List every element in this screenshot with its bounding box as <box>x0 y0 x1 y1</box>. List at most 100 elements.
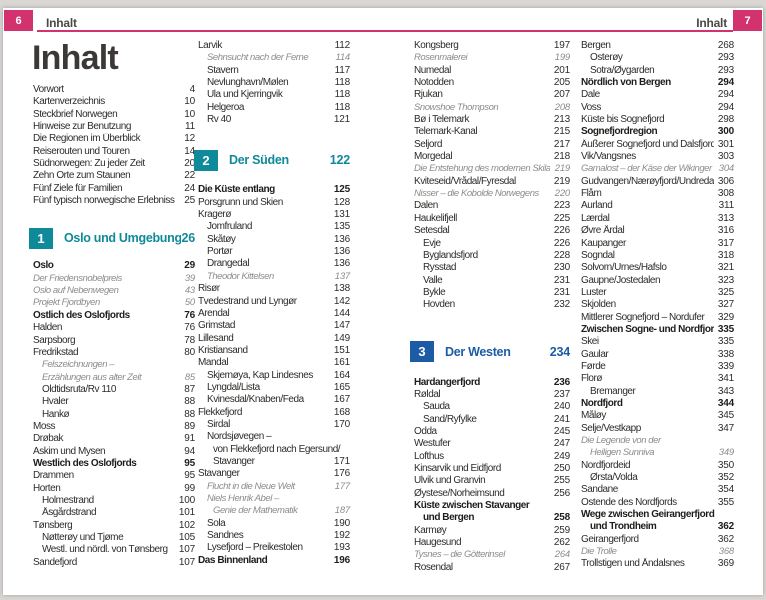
toc-entry-page: 149 <box>333 332 350 344</box>
toc-entry-title: Die Entstehung des modernen Skilaufs <box>414 163 550 175</box>
toc-entry: Byglandsfjord 228 <box>414 250 570 262</box>
toc-entry: Genie der Mathematik 187 <box>198 505 350 517</box>
toc-entry-title: Trollstigen und Åndalsnes <box>581 558 685 570</box>
toc-entry: Die Regionen im Überblick 12 <box>33 133 195 145</box>
toc-entry-title: Sauda <box>423 401 450 413</box>
toc-entry: Tvedestrand und Lyngør 142 <box>198 296 350 308</box>
toc-entry-title: Ulvik und Granvin <box>414 475 486 487</box>
toc-entry: Setesdal 226 <box>414 225 570 237</box>
toc-entry: Seljord 217 <box>414 139 570 151</box>
section-title: Der Westen <box>445 344 511 359</box>
toc-entry: Notodden 205 <box>414 77 570 89</box>
toc-entry-page: 249 <box>553 450 570 462</box>
toc-entry-page: 187 <box>334 505 350 517</box>
toc-entry: Florø 341 <box>581 373 734 385</box>
toc-entry-title: Seljord <box>414 138 442 150</box>
toc-entry-page: 107 <box>178 544 195 556</box>
toc-entry: Zwischen Sogne- und Nordfjord 335 <box>581 324 734 336</box>
toc-entry-page: 362 <box>717 521 734 533</box>
toc-entry-page: 231 <box>553 286 570 298</box>
toc-entry-page: 308 <box>717 188 734 200</box>
toc-column-2: Larvik 112 Sehnsucht nach der Ferne 114 Stav… <box>194 40 351 567</box>
toc-entry: Hankø 88 <box>33 409 195 421</box>
toc-entry: Førde 339 <box>581 361 734 373</box>
toc-entry: von Flekkefjord nach Egersund/ <box>198 444 350 456</box>
toc-column-3: Kongsberg 197 Rosenmalerei 199 Numedal 201 Not… <box>410 40 570 574</box>
toc-entry: Vorwort 4 <box>33 84 195 96</box>
toc-entry-title: Moss <box>33 420 56 432</box>
toc-entry: Risør 138 <box>198 283 350 295</box>
toc-entry: Oslo auf Nebenwegen 43 <box>33 285 195 297</box>
toc-entry-title: Sirdal <box>207 418 230 430</box>
toc-entry-page: 167 <box>333 394 350 406</box>
toc-entry-title: Aurland <box>581 200 613 212</box>
toc-entry: Rosenmalerei 199 <box>414 52 570 64</box>
toc-entry-page: 219 <box>553 175 570 187</box>
toc-entry-page: 268 <box>717 40 734 51</box>
toc-entry-title: Arendal <box>198 307 230 319</box>
toc-entry: Niels Henrik Abel – <box>198 493 350 505</box>
toc-entry-title: Øvre Årdal <box>581 225 625 237</box>
toc-entry-title: Der Friedensnobelpreis <box>33 272 122 284</box>
toc-entry-page: 176 <box>333 468 350 480</box>
toc-entry: Erzählungen aus alter Zeit 85 <box>33 372 195 384</box>
toc-entry-page: 76 <box>184 322 195 334</box>
toc-entry: Arendal 144 <box>198 308 350 320</box>
toc-entry-page: 231 <box>553 274 570 286</box>
toc-entry-title: Oslo <box>33 260 54 272</box>
toc-entry-title: Sand/Ryfylke <box>423 413 477 425</box>
toc-entry-title: Solvorn/Urnes/Hafslo <box>581 262 667 274</box>
toc-entry-page: 335 <box>717 336 734 348</box>
toc-entry: Projekt Fjordbyen 50 <box>33 297 195 309</box>
toc-entry-page: 256 <box>553 487 570 499</box>
toc-entry: Aurland 311 <box>581 200 734 212</box>
toc-entry: Geirangerfjord 362 <box>581 534 734 546</box>
page-title: Inhalt <box>32 39 119 77</box>
toc-entry-page: 339 <box>717 360 734 372</box>
toc-entry-title: Westlich des Oslofjords <box>33 457 137 469</box>
toc-entry: Rysstad 230 <box>414 262 570 274</box>
toc-entry-title: Felszeichnungen – <box>42 359 115 371</box>
toc-entry-title: Hovden <box>423 299 455 311</box>
toc-entry-title: Setesdal <box>414 225 450 237</box>
toc-entry-page: 100 <box>178 494 195 506</box>
toc-entry-page: 352 <box>717 472 734 484</box>
toc-entry-title: Drøbak <box>33 433 64 445</box>
toc-entry-page: 80 <box>184 346 195 358</box>
toc-entry-title: Byglandsfjord <box>423 249 478 261</box>
toc-entry-title: Kartenverzeichnis <box>33 96 105 108</box>
toc-entry: Selje/Vestkapp 347 <box>581 423 734 435</box>
toc-entry-title: Kragerø <box>198 209 231 221</box>
toc-entry-page: 347 <box>717 422 734 434</box>
toc-entry: Oldtidsruta/Rv 110 87 <box>33 384 195 396</box>
toc-entry: Mittlerer Sognefjord – Nordufer 329 <box>581 312 734 324</box>
toc-entry-page: 112 <box>334 40 351 51</box>
toc-entry-page: 304 <box>718 163 734 175</box>
toc-entry: Theodor Kittelsen 137 <box>198 271 350 283</box>
toc-entry-page: 232 <box>553 299 570 311</box>
toc-entry: Sand/Ryfylke 241 <box>414 414 570 426</box>
toc-entry-page: 95 <box>184 457 195 469</box>
toc-entry-page: 136 <box>333 233 350 245</box>
spacer <box>33 207 195 227</box>
toc-entry: Äußerer Sognefjord und Dalsfjord 301 <box>581 139 734 151</box>
toc-entry: Fünf typisch norwegische Erlebnisse 25 <box>33 195 195 207</box>
toc-entry-page: 362 <box>717 533 734 545</box>
toc-entry-title: Åsgårdstrand <box>42 507 97 519</box>
toc-entry-title: Rjukan <box>414 89 443 101</box>
toc-entry: Måløy 345 <box>581 410 734 422</box>
toc-entry-title: Lofthus <box>414 450 444 462</box>
toc-entry-page: 170 <box>333 418 350 430</box>
section-heading: 1 Oslo und Umgebung 26 <box>29 227 195 249</box>
toc-entry-page: 293 <box>717 52 734 64</box>
toc-entry-title: Tysnes – die Götterinsel <box>414 549 505 561</box>
toc-entry: Nordfjordeid 350 <box>581 460 734 472</box>
toc-entry-page: 217 <box>553 138 570 150</box>
toc-entry: Küste zwischen Stavanger <box>414 500 570 512</box>
toc-entry-page: 131 <box>333 209 350 221</box>
toc-entry-title: Zehn Orte zum Staunen <box>33 170 131 182</box>
toc-entry: Osterøy 293 <box>581 52 734 64</box>
spacer <box>414 363 570 377</box>
toc-entry-title: Lærdal <box>581 212 610 224</box>
toc-entry: Gudvangen/Nærøyfjord/Undredal 306 <box>581 176 734 188</box>
